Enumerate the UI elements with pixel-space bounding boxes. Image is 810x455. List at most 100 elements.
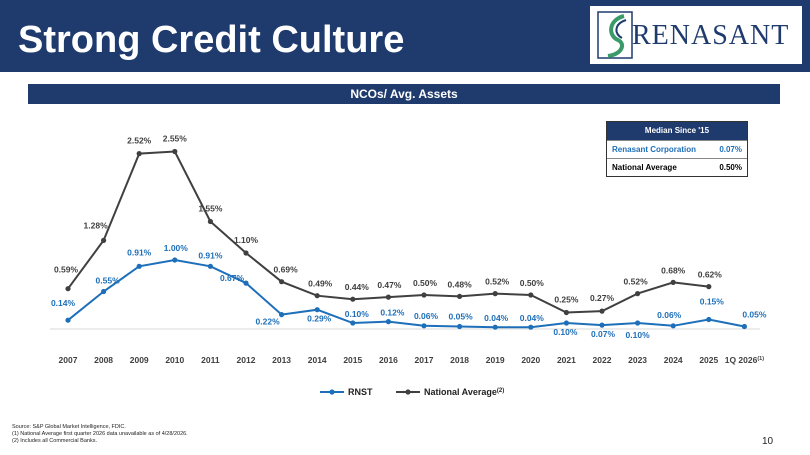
rnst-data-label: 0.91% (198, 250, 223, 260)
x-tick-label: 2024 (664, 355, 683, 365)
national-average-data-label: 1.28% (84, 220, 109, 230)
rnst-point (706, 316, 712, 323)
page-title: Strong Credit Culture (18, 19, 405, 61)
national-average-point (172, 148, 178, 155)
legend-superscript: (2) (497, 388, 504, 394)
rnst-point (101, 288, 107, 295)
x-tick-label: 2018 (450, 355, 469, 365)
rnst-point (599, 322, 605, 328)
national-average-point (136, 151, 142, 157)
rnst-data-label: 0.04% (520, 313, 545, 323)
national-average-data-label: 0.59% (54, 265, 79, 275)
median-row-label: Renasant Corporation (612, 145, 697, 154)
rnst-data-label: 0.06% (657, 310, 682, 320)
national-average-data-label: 0.68% (661, 265, 686, 275)
national-average-point (65, 286, 71, 292)
median-table-title: Median Since '15 (607, 122, 747, 140)
footnote-2: (2) Includes all Commercial Banks. (12, 438, 97, 444)
logo-emblem-icon (597, 11, 633, 59)
rnst-data-label: 0.06% (414, 311, 439, 321)
national-average-data-label: 2.52% (127, 136, 152, 146)
x-tick-label: 2021 (557, 355, 576, 365)
rnst-point (563, 320, 570, 326)
national-average-point (243, 250, 249, 256)
rnst-point (136, 263, 142, 269)
rnst-data-label: 0.10% (553, 327, 578, 337)
median-row-value: 0.07% (719, 145, 742, 154)
national-average-data-label: 0.52% (624, 277, 649, 287)
national-average-data-label: 1.10% (234, 235, 259, 245)
national-average-data-label: 0.47% (377, 280, 402, 290)
x-tick-label: 2019 (486, 355, 505, 365)
national-average-point (635, 291, 641, 297)
rnst-point (492, 324, 498, 330)
rnst-point (314, 307, 320, 313)
rnst-point (457, 323, 463, 330)
national-average-data-label: 0.52% (485, 277, 510, 287)
national-average-point (101, 237, 107, 243)
x-tick-label: 2020 (521, 355, 540, 365)
rnst-data-label: 0.12% (380, 308, 405, 318)
footnotes: Source: S&P Global Market Intelligence, … (12, 424, 188, 445)
national-average-point (528, 292, 534, 298)
rnst-point (350, 320, 356, 326)
rnst-point (279, 312, 285, 318)
page-number: 10 (762, 436, 774, 447)
national-average-data-label: 0.44% (345, 282, 370, 292)
rnst-point (635, 320, 641, 326)
national-average-point (670, 279, 676, 285)
rnst-data-label: 0.22% (256, 317, 281, 327)
x-tick-label: 2013 (272, 355, 291, 365)
x-tick-label: 2014 (308, 355, 327, 365)
rnst-point (528, 324, 534, 330)
company-logo: RENASANT (590, 6, 802, 64)
x-tick-label: 2016 (379, 355, 398, 365)
x-tick-label: 2009 (130, 355, 149, 365)
national-average-point (706, 284, 712, 290)
legend-rnst-marker (329, 389, 335, 395)
x-tick-label: 2008 (94, 355, 113, 365)
rnst-data-label: 0.91% (127, 247, 152, 257)
median-row-value: 0.50% (719, 163, 742, 172)
national-average-data-label: 0.69% (274, 265, 299, 275)
x-tick-label: 2012 (237, 355, 256, 365)
rnst-data-label: 0.55% (96, 276, 121, 286)
x-tick-label: 1Q 2026(1) (725, 355, 765, 365)
rnst-data-label: 0.29% (307, 314, 332, 324)
footnote-1: (1) National Average first quarter 2026 … (12, 431, 188, 437)
x-tick-label: 2007 (59, 355, 78, 365)
rnst-data-label: 0.15% (700, 297, 725, 307)
rnst-data-label: 0.05% (742, 310, 767, 320)
median-row-national: National Average 0.50% (607, 158, 747, 176)
legend-national-marker (405, 389, 411, 395)
rnst-point (421, 323, 427, 329)
national-average-data-label: 2.55% (163, 134, 188, 144)
national-average-point (599, 308, 605, 314)
rnst-data-label: 0.05% (449, 312, 474, 322)
legend-rnst-label: RNST (348, 387, 373, 397)
rnst-point (741, 323, 748, 330)
national-average-point (279, 279, 285, 285)
national-average-point (421, 292, 427, 298)
rnst-point (670, 323, 676, 329)
rnst-data-label: 0.10% (626, 330, 651, 340)
rnst-data-label: 0.14% (51, 298, 76, 308)
national-average-point (314, 293, 320, 299)
rnst-data-label: 0.04% (484, 313, 509, 323)
national-average-point (350, 296, 356, 302)
rnst-point (65, 317, 71, 323)
national-average-data-label: 0.62% (698, 270, 723, 280)
chart-subtitle: NCOs/ Avg. Assets (28, 84, 780, 104)
rnst-series-line (67, 258, 745, 329)
median-row-label: National Average (612, 163, 677, 172)
x-tick-label: 2025 (699, 355, 718, 365)
national-average-point (207, 218, 213, 225)
x-tick-label: 2022 (593, 355, 612, 365)
rnst-point (243, 280, 249, 286)
x-tick-label: 2010 (165, 355, 184, 365)
national-average-point (563, 309, 570, 316)
rnst-point (385, 319, 391, 325)
national-average-data-label: 0.49% (308, 279, 333, 289)
x-tick-superscript: (1) (757, 356, 764, 362)
